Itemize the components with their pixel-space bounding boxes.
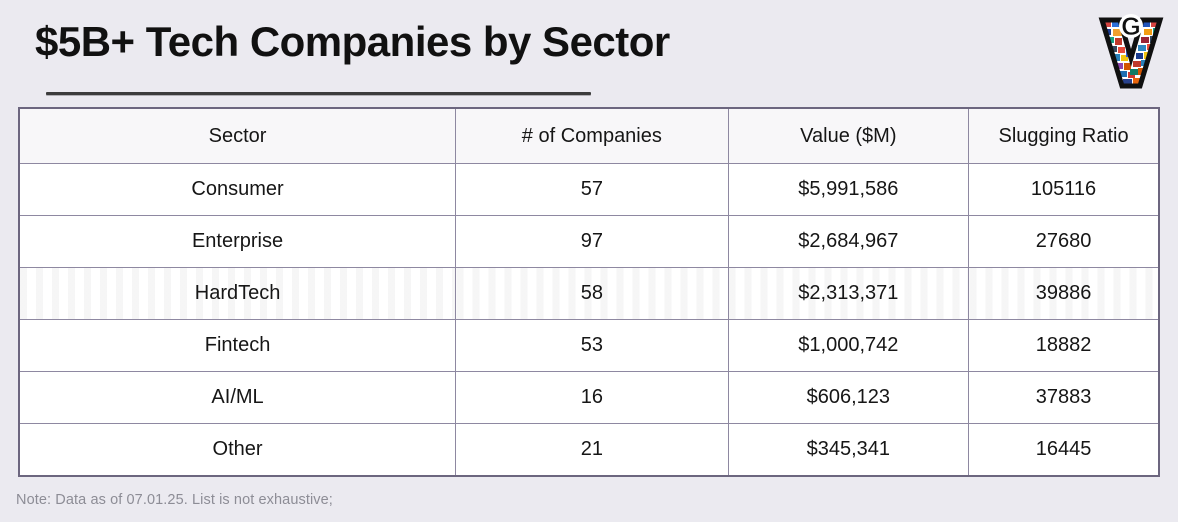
slugging-cell: 37883 [968,371,1160,424]
slugging-cell: 105116 [968,163,1160,216]
sector-cell: Enterprise [18,215,457,268]
table-row-other: Other 21 $345,341 16445 [18,423,1160,477]
g-letter: G [1121,13,1140,41]
page-title: $5B+ Tech Companies by Sector [35,18,670,65]
collage-v-logo: G [1098,13,1164,89]
column-header-slugging: Slugging Ratio [968,107,1160,164]
table-row-hardtech: HardTech 58 $2,313,371 39886 [18,267,1160,320]
sector-cell: Other [18,423,457,477]
companies-cell: 97 [455,215,729,268]
slugging-cell: 16445 [968,423,1160,477]
footnote: Note: Data as of 07.01.25. List is not e… [16,492,333,508]
companies-cell: 57 [455,163,729,216]
sector-data-table: Sector # of Companies Value ($M) Sluggin… [18,107,1160,477]
table-header-row: Sector # of Companies Value ($M) Sluggin… [18,107,1160,164]
companies-cell: 16 [455,371,729,424]
value-cell: $2,313,371 [727,267,970,320]
title-underline [46,92,591,95]
slugging-cell: 39886 [968,267,1160,320]
v-shape [1102,20,1160,86]
value-cell: $2,684,967 [727,215,970,268]
value-cell: $345,341 [727,423,970,477]
g-badge-background [1119,14,1143,38]
table-row-enterprise: Enterprise 97 $2,684,967 27680 [18,215,1160,268]
column-header-sector: Sector [18,107,457,164]
companies-cell: 53 [455,319,729,372]
table-row-aiml: AI/ML 16 $606,123 37883 [18,371,1160,424]
column-header-companies: # of Companies [455,107,729,164]
table-row-fintech: Fintech 53 $1,000,742 18882 [18,319,1160,372]
sector-cell: Consumer [18,163,457,216]
companies-cell: 58 [455,267,729,320]
slugging-cell: 27680 [968,215,1160,268]
value-cell: $606,123 [727,371,970,424]
sector-cell: AI/ML [18,371,457,424]
table-row-consumer: Consumer 57 $5,991,586 105116 [18,163,1160,216]
sector-cell: Fintech [18,319,457,372]
slugging-cell: 18882 [968,319,1160,372]
sector-cell: HardTech [18,267,457,320]
column-header-value: Value ($M) [727,107,970,164]
value-cell: $5,991,586 [727,163,970,216]
value-cell: $1,000,742 [727,319,970,372]
companies-cell: 21 [455,423,729,477]
